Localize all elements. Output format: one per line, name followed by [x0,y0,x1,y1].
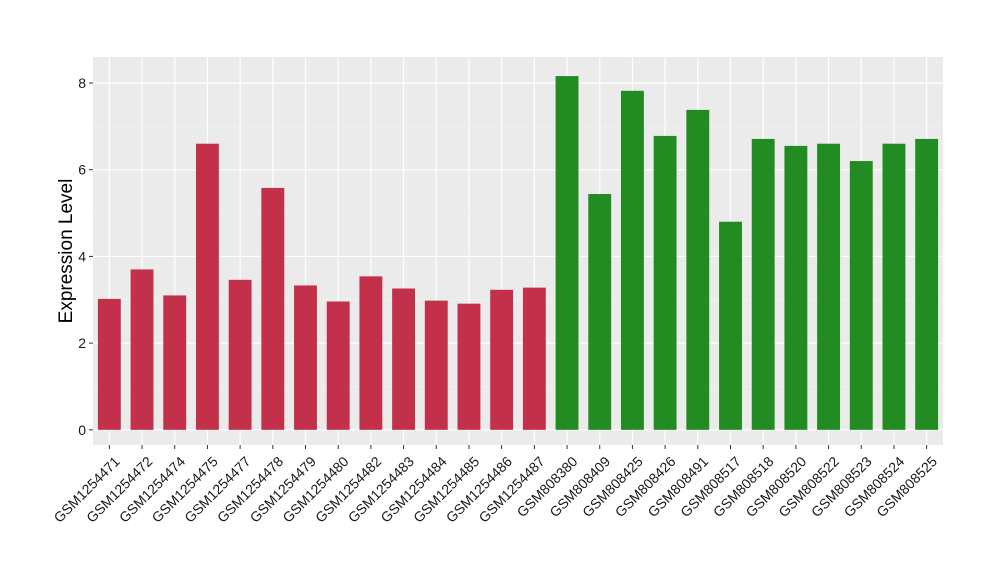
bar-GSM1254482 [359,276,383,430]
bar-GSM808517 [719,221,742,430]
bar-GSM1254484 [424,300,448,430]
y-tick-label: 6 [78,162,86,178]
bar-GSM1254474 [163,295,187,430]
y-tick-label: 8 [78,75,86,91]
bar-GSM808523 [849,161,873,430]
y-tick-label: 0 [78,422,86,438]
bar-GSM1254485 [457,303,481,430]
plot-panel [93,57,943,445]
bar-GSM1254479 [294,285,317,430]
bar-GSM1254480 [326,301,350,430]
x-axis: GSM1254471GSM1254472GSM1254474GSM1254475… [50,445,940,526]
bar-GSM1254486 [490,289,514,430]
bar-GSM1254487 [522,287,546,430]
bar-GSM1254483 [392,288,416,430]
y-tick-label: 2 [78,335,86,351]
bar-GSM1254478 [261,187,285,430]
bar-GSM808524 [882,143,906,430]
bar-GSM808491 [686,109,710,430]
bar-GSM808522 [817,143,841,430]
y-axis: 0 2 4 6 8 [78,75,93,438]
bar-GSM808518 [751,138,775,430]
bars [97,76,939,430]
bar-GSM808426 [653,135,677,430]
bar-GSM808525 [915,138,939,430]
bar-GSM808409 [588,193,612,430]
bar-GSM1254475 [195,143,219,430]
bar-GSM808380 [555,76,579,430]
bar-GSM808520 [784,145,808,430]
y-axis-title: Expression Level [56,179,77,324]
bar-GSM1254477 [228,279,252,430]
bar-GSM1254471 [97,298,121,430]
bar-GSM808425 [620,90,644,430]
bar-GSM1254472 [130,269,154,430]
y-tick-label: 4 [78,248,86,264]
